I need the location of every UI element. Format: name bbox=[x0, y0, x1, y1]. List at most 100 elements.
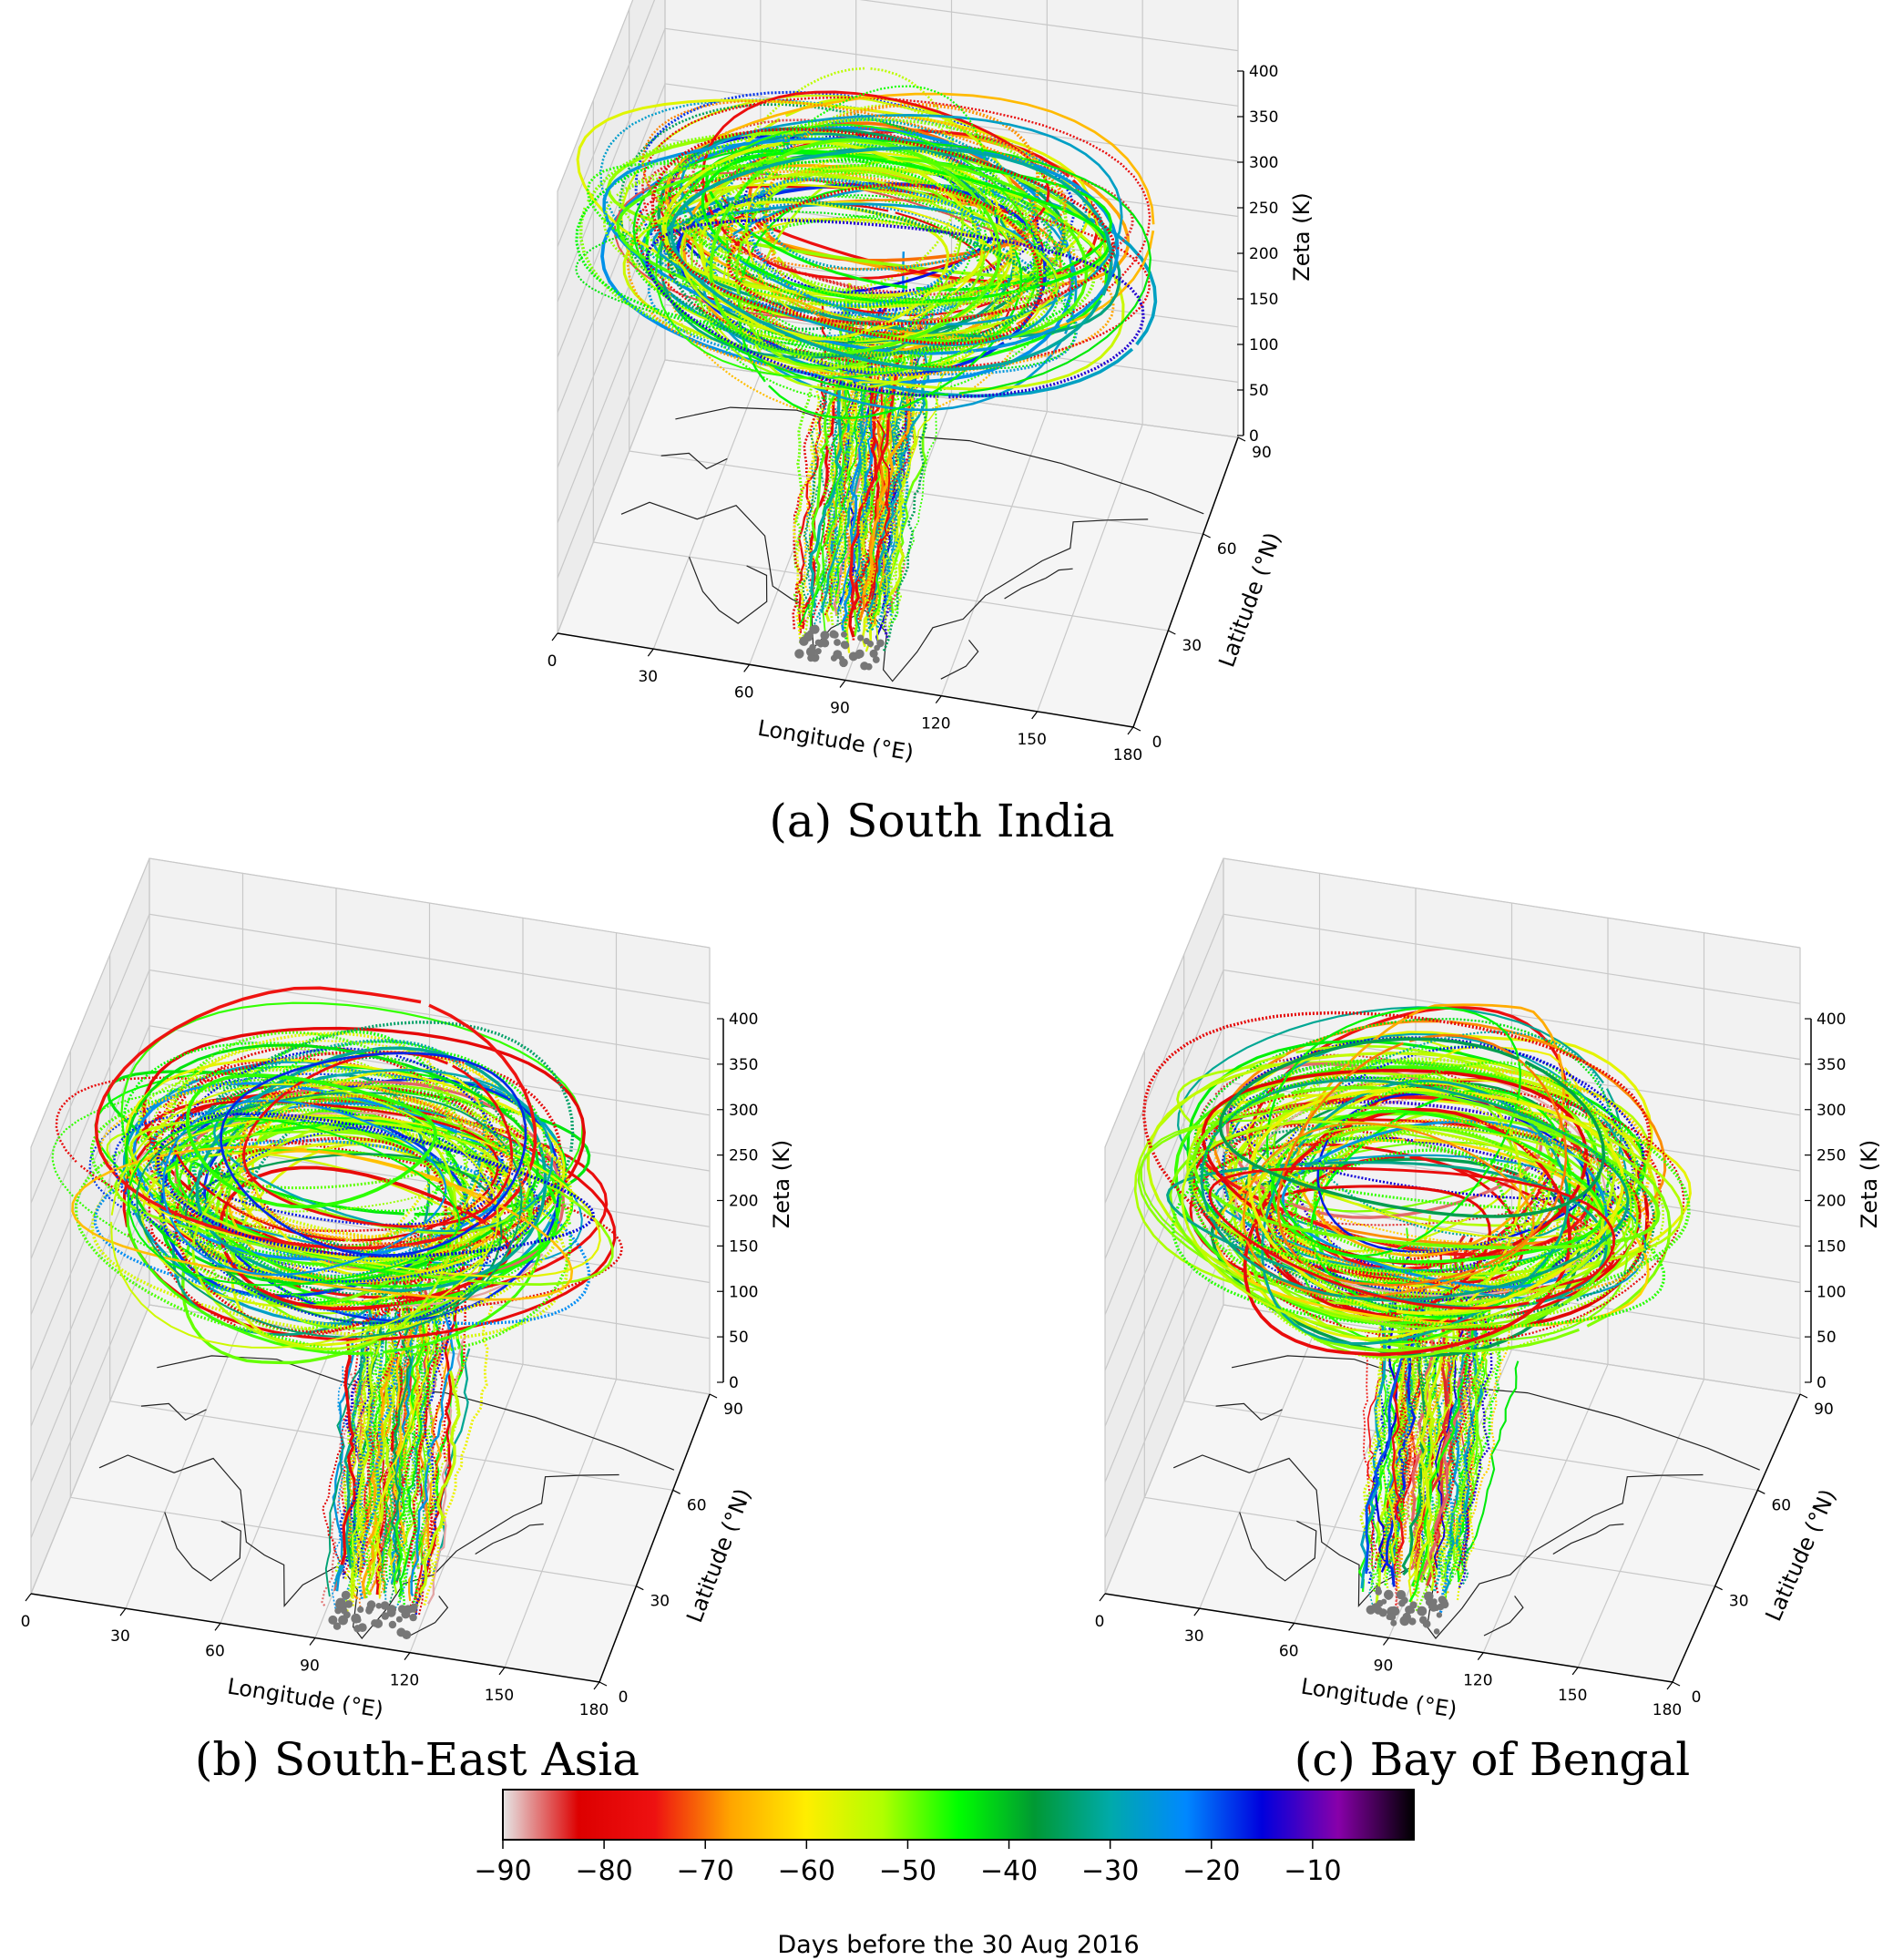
trajectory-vertical bbox=[820, 343, 879, 613]
trajectory-loop bbox=[655, 123, 1039, 379]
trajectory-loop bbox=[635, 177, 1151, 369]
gridline-z bbox=[557, 27, 1239, 303]
trajectory-loop bbox=[656, 118, 1069, 305]
trajectory-loop bbox=[1258, 1124, 1619, 1316]
trajectory-loop bbox=[650, 128, 1116, 326]
z-tick-label: 200 bbox=[1816, 1193, 1846, 1211]
trajectory-loop bbox=[204, 1021, 575, 1259]
trajectory-loop bbox=[727, 182, 1044, 345]
source-point bbox=[365, 1606, 373, 1615]
trajectory-loop bbox=[219, 1165, 512, 1311]
source-point bbox=[386, 1607, 396, 1617]
trajectory-loop bbox=[747, 121, 1039, 262]
trajectory-vertical bbox=[884, 321, 932, 627]
y-tick-mark bbox=[636, 1585, 644, 1591]
z-tick-label: 300 bbox=[1816, 1102, 1846, 1120]
coastline bbox=[475, 1524, 544, 1555]
trajectory-vertical bbox=[376, 1289, 416, 1580]
trajectory-loop bbox=[148, 1081, 494, 1338]
source-point bbox=[340, 1607, 348, 1615]
gridline-floor-x bbox=[1482, 1364, 1609, 1653]
coastline bbox=[164, 1512, 241, 1582]
gridline-z bbox=[557, 303, 1239, 579]
trajectory-loop bbox=[692, 195, 1059, 403]
source-point bbox=[810, 624, 820, 634]
source-point bbox=[806, 646, 816, 657]
source-point bbox=[341, 1590, 351, 1600]
caption-a: (a) South India bbox=[769, 795, 1114, 847]
x-tick-mark bbox=[1288, 1622, 1295, 1631]
trajectory-loop bbox=[1287, 1074, 1558, 1284]
trajectory-loop bbox=[698, 140, 1022, 357]
trajectories bbox=[1133, 1003, 1692, 1614]
source-point bbox=[1398, 1599, 1406, 1607]
trajectory-loop bbox=[220, 1052, 527, 1257]
trajectory-vertical bbox=[410, 1302, 455, 1597]
trajectory-loop bbox=[1315, 1124, 1581, 1254]
y-tick-mark bbox=[1672, 1681, 1681, 1687]
trajectory-vertical bbox=[886, 392, 907, 631]
trajectory-loop bbox=[1187, 1124, 1656, 1319]
z-tick-label: 400 bbox=[1816, 1011, 1846, 1029]
z-tick-label: 350 bbox=[1816, 1056, 1846, 1074]
x-tick-label: 120 bbox=[390, 1672, 419, 1690]
trajectory-vertical bbox=[1458, 1291, 1479, 1567]
y-tick-label: 30 bbox=[1182, 637, 1202, 655]
gridline-floor-x bbox=[652, 372, 762, 650]
source-point bbox=[407, 1605, 415, 1613]
trajectory-vertical bbox=[1438, 1391, 1464, 1614]
trajectory-vertical bbox=[1458, 1238, 1494, 1575]
y-tick-mark bbox=[1237, 436, 1246, 442]
trajectory-loop bbox=[1247, 1087, 1625, 1316]
source-point bbox=[834, 639, 841, 646]
source-point bbox=[814, 648, 822, 655]
y-tick-label: 0 bbox=[619, 1688, 629, 1707]
source-point bbox=[857, 634, 865, 641]
trajectory-loop bbox=[71, 1145, 574, 1301]
trajectory-vertical bbox=[1464, 1315, 1510, 1567]
source-point bbox=[1422, 1619, 1431, 1628]
trajectory-loop bbox=[185, 1073, 437, 1209]
z-ticks: 0 50 100 150 200 250 300 350 400 bbox=[717, 1011, 758, 1392]
trajectory-vertical bbox=[384, 1357, 403, 1581]
trajectory-loop bbox=[126, 1148, 542, 1356]
source-point bbox=[848, 652, 858, 662]
x-tick-mark bbox=[593, 1681, 600, 1690]
trajectory-vertical bbox=[423, 1266, 495, 1606]
source-point bbox=[388, 1620, 397, 1629]
x-tick-mark bbox=[551, 632, 558, 641]
trajectory-vertical bbox=[361, 1354, 398, 1599]
trajectory-loop bbox=[576, 98, 1092, 309]
source-point bbox=[395, 1616, 403, 1623]
trajectory-loop bbox=[1220, 1100, 1616, 1303]
trajectory-loop bbox=[1287, 1126, 1537, 1268]
z-axis-label: Zeta (K) bbox=[1857, 1140, 1882, 1228]
source-point bbox=[1390, 1619, 1397, 1626]
trajectory-loop bbox=[94, 986, 537, 1250]
source-point bbox=[855, 652, 862, 660]
y-tick-label: 60 bbox=[687, 1496, 707, 1514]
y-tick-label: 90 bbox=[723, 1401, 743, 1419]
source-point bbox=[380, 1601, 390, 1610]
x-tick-label: 30 bbox=[110, 1627, 130, 1646]
trajectory-vertical bbox=[414, 1354, 469, 1614]
z-ticks: 0 50 100 150 200 250 300 350 400 bbox=[1805, 1011, 1846, 1392]
trajectory-vertical bbox=[792, 352, 831, 630]
x-tick-label: 180 bbox=[1113, 746, 1142, 765]
source-point bbox=[381, 1612, 389, 1620]
z-tick-label: 250 bbox=[729, 1147, 758, 1165]
source-point bbox=[801, 636, 809, 644]
trajectory-loop bbox=[170, 1100, 499, 1242]
trajectory-vertical bbox=[1366, 1280, 1393, 1585]
x-tick-mark bbox=[743, 663, 751, 672]
trajectory-vertical bbox=[1420, 1312, 1460, 1583]
trajectory-vertical bbox=[1370, 1298, 1427, 1589]
source-point bbox=[1436, 1612, 1443, 1618]
trajectory-loop bbox=[1200, 1078, 1630, 1302]
x-tick-mark bbox=[404, 1652, 411, 1661]
gridline-z bbox=[1104, 1025, 1801, 1316]
trajectory-vertical bbox=[1383, 1254, 1421, 1572]
trajectory-vertical bbox=[344, 1401, 366, 1616]
source-point bbox=[876, 639, 885, 648]
